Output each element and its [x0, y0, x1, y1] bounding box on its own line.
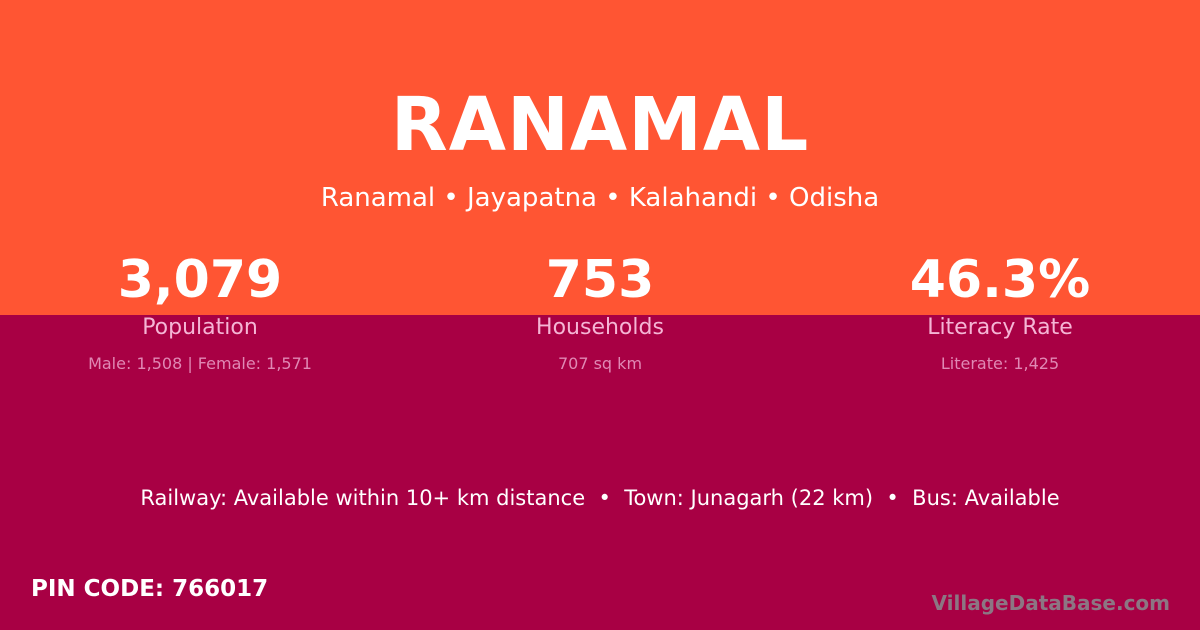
literacy-detail: Literate: 1,425: [940, 354, 1060, 373]
area-detail: 707 sq km: [557, 354, 643, 373]
village-title: RANAMAL: [390, 82, 810, 168]
population-detail: Male: 1,508 | Female: 1,571: [88, 354, 312, 373]
location-breadcrumb: Ranamal • Jayapatna • Kalahandi • Odisha: [320, 183, 880, 213]
body-band: [0, 315, 1200, 630]
header-band: [0, 0, 1200, 315]
literacy-label: Literacy Rate: [927, 315, 1073, 340]
watermark: VillageDataBase.com: [931, 591, 1170, 615]
population-label: Population: [142, 315, 258, 340]
households-value: 753: [545, 250, 655, 310]
households-label: Households: [536, 315, 664, 340]
literacy-value: 46.3%: [909, 250, 1091, 310]
population-value: 3,079: [117, 250, 283, 310]
pin-code: PIN CODE: 766017: [31, 576, 269, 602]
transport-info: Railway: Available within 10+ km distanc…: [140, 486, 1060, 510]
